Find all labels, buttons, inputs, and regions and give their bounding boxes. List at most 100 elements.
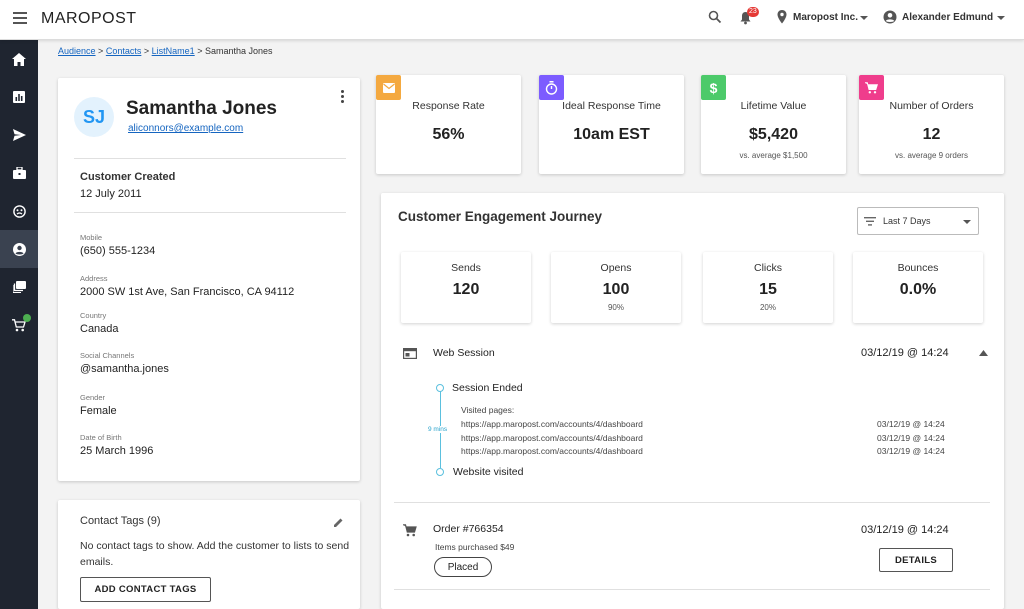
- user-circle-icon: [12, 242, 26, 256]
- session-ended-label: Session Ended: [452, 382, 523, 394]
- address-label: Address: [80, 274, 108, 283]
- stat-value: 100: [602, 281, 630, 298]
- country-label: Country: [80, 311, 107, 320]
- timeline-dot: [436, 468, 444, 476]
- user-menu[interactable]: Alexander Edmund: [902, 12, 994, 23]
- browser-window-icon: [403, 348, 417, 359]
- visited-page-date: 03/12/19 @ 14:24: [877, 419, 945, 429]
- engagement-title: Customer Engagement Journey: [398, 209, 603, 224]
- stat-sub: 90%: [607, 303, 624, 312]
- dob-label: Date of Birth: [80, 433, 122, 442]
- engagement-journey-card: Customer Engagement Journey Last 7 Days …: [381, 193, 1004, 609]
- metric-label: Ideal Response Time: [562, 100, 661, 112]
- nav-content[interactable]: [0, 268, 38, 306]
- breadcrumb-listname1[interactable]: ListName1: [151, 46, 195, 56]
- date-range-select[interactable]: Last 7 Days: [857, 207, 979, 235]
- filter-icon: [864, 217, 876, 226]
- avatar: SJ: [74, 97, 114, 137]
- visited-page-date: 03/12/19 @ 14:24: [877, 446, 945, 456]
- metric-label: Number of Orders: [889, 100, 974, 112]
- gender-value: Female: [80, 405, 117, 417]
- metric-sub: vs. average 9 orders: [895, 151, 968, 160]
- gender-label: Gender: [80, 393, 106, 402]
- order-details-button[interactable]: DETAILS: [879, 548, 953, 572]
- metric-card-ideal-response-time: Ideal Response Time 10am EST: [539, 75, 684, 174]
- dob-value: 25 March 1996: [80, 445, 154, 457]
- user-avatar-icon[interactable]: [883, 10, 897, 24]
- nav-send[interactable]: [0, 116, 38, 154]
- contact-name: Samantha Jones: [126, 98, 277, 119]
- chevron-down-icon[interactable]: [997, 16, 1005, 20]
- social-channels-label: Social Channels: [80, 351, 135, 360]
- stat-card-opens: Opens 100 90%: [551, 252, 681, 323]
- metric-card-lifetime-value: $ Lifetime Value $5,420 vs. average $1,5…: [701, 75, 846, 174]
- breadcrumb: Audience > Contacts > ListName1 > Samant…: [58, 46, 273, 56]
- edit-pencil-icon[interactable]: [333, 517, 344, 528]
- chevron-up-icon[interactable]: [979, 350, 988, 356]
- chevron-down-icon: [963, 220, 971, 224]
- breadcrumb-contacts[interactable]: Contacts: [105, 46, 142, 56]
- contact-tags-card: Contact Tags (9) No contact tags to show…: [58, 500, 360, 609]
- metric-sub: vs. average $1,500: [739, 151, 808, 160]
- mobile-label: Mobile: [80, 233, 103, 242]
- notification-badge: 23: [747, 7, 759, 17]
- stat-label: Bounces: [897, 262, 939, 274]
- layers-icon: [12, 281, 26, 293]
- customer-created-value: 12 July 2011: [80, 188, 142, 200]
- location-pin-icon: [777, 10, 787, 24]
- cart-icon: [859, 75, 884, 100]
- breadcrumb-current: Samantha Jones: [204, 46, 273, 56]
- metric-value: 56%: [432, 126, 465, 143]
- metric-card-number-of-orders: Number of Orders 12 vs. average 9 orders: [859, 75, 1004, 174]
- timeline-dot: [436, 384, 444, 392]
- web-session-title: Web Session: [433, 347, 495, 359]
- stat-value: 120: [452, 281, 480, 298]
- profile-card: SJ Samantha Jones aliconnors@example.com…: [58, 78, 360, 481]
- bar-chart-icon: [13, 91, 25, 103]
- add-contact-tags-button[interactable]: ADD CONTACT TAGS: [80, 577, 211, 602]
- order-items: Items purchased $49: [435, 542, 515, 552]
- metric-label: Lifetime Value: [740, 100, 807, 112]
- timer-icon: [539, 75, 564, 100]
- stat-card-bounces: Bounces 0.0%: [853, 252, 983, 323]
- account-switcher[interactable]: Maropost Inc.: [793, 12, 859, 23]
- metric-value: $5,420: [749, 126, 798, 143]
- nav-audience[interactable]: [0, 230, 38, 268]
- top-bar: MAROPOST 23 Maropost Inc. Alexander Edmu…: [0, 0, 1024, 40]
- nav-campaigns[interactable]: [0, 154, 38, 192]
- nav-engagement[interactable]: [0, 192, 38, 230]
- address-value: 2000 SW 1st Ave, San Francisco, CA 94112: [80, 286, 295, 298]
- contact-tags-empty-text: No contact tags to show. Add the custome…: [80, 540, 350, 568]
- country-value: Canada: [80, 323, 119, 335]
- stat-label: Clicks: [754, 262, 782, 274]
- visited-pages-label: Visited pages:: [461, 405, 515, 415]
- nav-commerce[interactable]: [0, 306, 38, 344]
- search-icon[interactable]: [708, 10, 722, 24]
- social-channels-value: @samantha.jones: [80, 363, 169, 375]
- stat-value: 15: [759, 281, 777, 298]
- contact-tags-title: Contact Tags (9): [80, 515, 161, 527]
- customer-created-label: Customer Created: [80, 171, 176, 183]
- chevron-down-icon[interactable]: [860, 16, 868, 20]
- more-options-icon[interactable]: [341, 90, 345, 105]
- website-visited-label: Website visited: [453, 466, 524, 478]
- stat-sub: 20%: [759, 303, 776, 312]
- dollar-icon: $: [701, 75, 726, 100]
- send-icon: [12, 129, 26, 141]
- contact-email-link[interactable]: aliconnors@example.com: [128, 123, 244, 134]
- visited-page-url: https://app.maropost.com/accounts/4/dash…: [461, 446, 643, 456]
- mobile-value: (650) 555-1234: [80, 245, 156, 257]
- metric-card-response-rate: Response Rate 56%: [376, 75, 521, 174]
- status-dot: [23, 314, 31, 322]
- stat-value: 0.0%: [899, 281, 937, 298]
- metric-value: 10am EST: [573, 126, 650, 143]
- menu-icon[interactable]: [13, 12, 27, 24]
- divider: [394, 502, 990, 503]
- breadcrumb-audience[interactable]: Audience: [58, 46, 96, 56]
- stat-card-sends: Sends 120: [401, 252, 531, 323]
- web-session-date: 03/12/19 @ 14:24: [861, 347, 949, 359]
- nav-reports[interactable]: [0, 78, 38, 116]
- nav-home[interactable]: [0, 40, 38, 78]
- home-icon: [12, 52, 26, 66]
- app-logo[interactable]: MAROPOST: [41, 10, 137, 27]
